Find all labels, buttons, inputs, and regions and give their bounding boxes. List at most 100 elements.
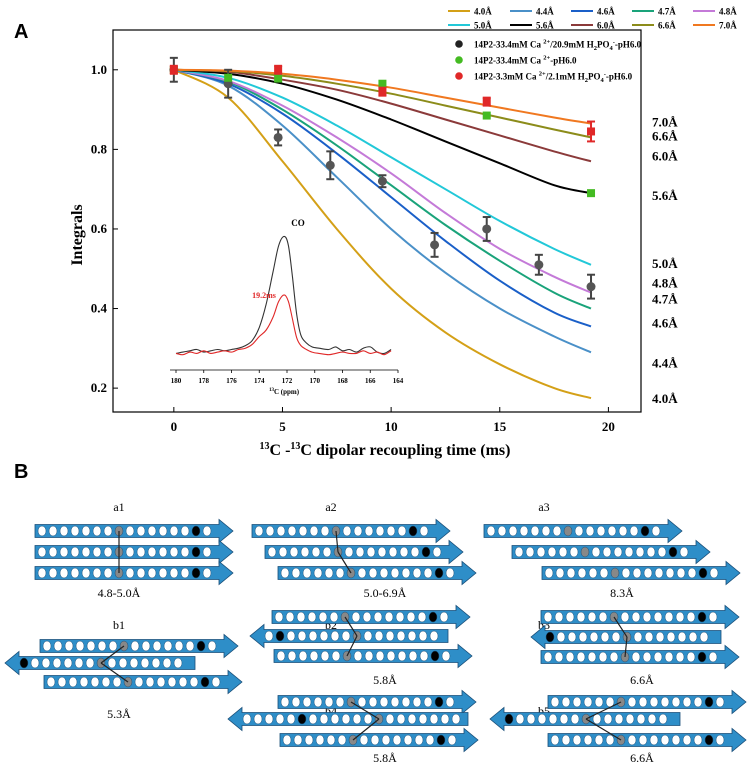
contact-line <box>350 701 380 720</box>
data-point-dark <box>377 176 387 186</box>
fit-curve-6.0Å <box>173 68 592 163</box>
x-tick-label: 20 <box>602 419 615 434</box>
beta-strand <box>273 643 473 669</box>
inset-spectrum: 180 178 176 174 172 170 168 166 164 CO 19.2ms 13… <box>170 218 404 396</box>
plot-frame <box>112 29 642 413</box>
beta-strand <box>34 560 234 586</box>
legend-marker <box>455 72 463 80</box>
panel-a3-distance: 8.3Å <box>610 586 634 600</box>
data-point-dark <box>482 224 492 234</box>
axis-ticks: 0 5 10 15 20 0.2 0.4 0.6 0.8 1.0 <box>91 62 615 434</box>
x-tick-label: 10 <box>385 419 398 434</box>
contact-line <box>344 616 358 637</box>
panel-a2-label: a2 <box>325 500 336 514</box>
beta-strand <box>277 689 477 715</box>
y-tick-label: 0.2 <box>91 380 107 395</box>
y-tick-label: 0.8 <box>91 141 108 156</box>
beta-strand <box>271 604 471 630</box>
data-point-green <box>482 111 491 120</box>
data-point-green <box>587 189 596 198</box>
beta-strand <box>511 539 711 565</box>
panel-b5-distance: 6.6Å <box>630 751 654 764</box>
data-point-dark <box>430 240 440 250</box>
beta-strand <box>541 560 741 586</box>
beta-strand <box>251 518 451 544</box>
beta-strand <box>540 644 740 670</box>
x-tick-label: 0 <box>171 419 178 434</box>
contact-line <box>337 551 352 574</box>
beta-strand <box>227 706 469 732</box>
inset-tick-label: 164 <box>393 377 404 385</box>
contact-line <box>100 645 125 664</box>
beta-strand <box>530 624 722 650</box>
inset-tick-label: 174 <box>254 377 265 385</box>
inset-tick-label: 168 <box>337 377 348 385</box>
curve-label: 6.0Å <box>652 148 678 163</box>
fit-curve-4.0Å <box>173 68 592 400</box>
fit-curve-7.0Å <box>173 68 592 125</box>
legend-marker <box>455 56 463 64</box>
beta-strand <box>279 727 479 753</box>
data-point-red <box>482 97 491 106</box>
curve-label: 4.7Å <box>652 292 678 307</box>
panel-b3-distance: 6.6Å <box>630 673 654 687</box>
beta-strand <box>483 518 683 544</box>
panel-label-a: A <box>14 21 28 43</box>
inset-x-label: 13C (ppm) <box>269 388 300 396</box>
legend-label: 7.0Å <box>719 21 737 31</box>
panel-b2-distance: 5.8Å <box>373 673 397 687</box>
inset-trace-reference <box>175 235 392 355</box>
beta-strand <box>264 539 464 565</box>
inset-tick-label: 166 <box>365 377 376 385</box>
legend-label: 4.7Å <box>658 7 676 17</box>
data-point-dark <box>534 260 544 270</box>
data-point-red <box>274 65 283 74</box>
x-tick-label: 15 <box>493 419 507 434</box>
y-tick-label: 0.6 <box>91 221 108 236</box>
panel-a3-label: a3 <box>538 500 549 514</box>
data-point-dark <box>273 132 283 142</box>
legend-label: 4.0Å <box>474 7 492 17</box>
legend-label: 4.8Å <box>719 7 737 17</box>
data-point-green <box>274 74 283 83</box>
inset-tick-label: 180 <box>171 377 182 385</box>
fit-curve-4.6Å <box>173 68 592 328</box>
y-tick-label: 1.0 <box>91 62 107 77</box>
data-point-red <box>587 127 596 136</box>
beta-strand <box>34 518 234 544</box>
curve-label: 4.0Å <box>652 391 678 406</box>
inset-annotation: 19.2ms <box>252 291 276 300</box>
data-point-red <box>169 65 178 74</box>
beta-strand <box>249 623 449 649</box>
legend-entry: 14P2-33.4mM Ca 2+-pH6.0 <box>474 55 577 66</box>
legend-label: 5.6Å <box>536 21 554 31</box>
curve-label: 5.6Å <box>652 188 678 203</box>
beta-strand <box>43 669 243 695</box>
beta-strand <box>39 633 239 659</box>
y-tick-label: 0.4 <box>91 301 108 316</box>
main-chart: 0 5 10 15 20 0.2 0.4 0.6 0.8 1.0 7.0Å6.6Å 6.0Å 5.6Å… <box>69 29 678 459</box>
curve-label: 4.4Å <box>652 355 678 370</box>
legend-entry: 14P2-3.3mM Ca 2+/2.1mM H2PO4--pH6.0 <box>474 71 633 85</box>
x-tick-label: 5 <box>279 419 286 434</box>
beta-strand <box>540 604 740 630</box>
contact-line <box>585 701 622 720</box>
curve-label: 4.6Å <box>652 315 678 330</box>
data-point-dark <box>325 160 335 170</box>
legend-label: 4.4Å <box>536 7 554 17</box>
beta-strand <box>547 727 747 753</box>
contact-line <box>624 636 628 658</box>
beta-strand <box>34 539 234 565</box>
fit-curve-5.6Å <box>173 68 592 195</box>
inset-title: CO <box>291 218 305 228</box>
curve-label: 6.6Å <box>652 128 678 143</box>
legend-label: 6.0Å <box>597 21 615 31</box>
beta-strand <box>277 560 477 586</box>
inset-tick-label: 170 <box>310 377 321 385</box>
inset-trace-19.2ms <box>175 294 392 356</box>
beta-strand <box>489 706 681 732</box>
curve-label: 4.8Å <box>652 276 678 291</box>
panel-b1-distance: 5.3Å <box>107 707 131 721</box>
data-point-dark <box>586 282 596 292</box>
panel-a2-distance: 5.0-6.9Å <box>364 586 407 600</box>
